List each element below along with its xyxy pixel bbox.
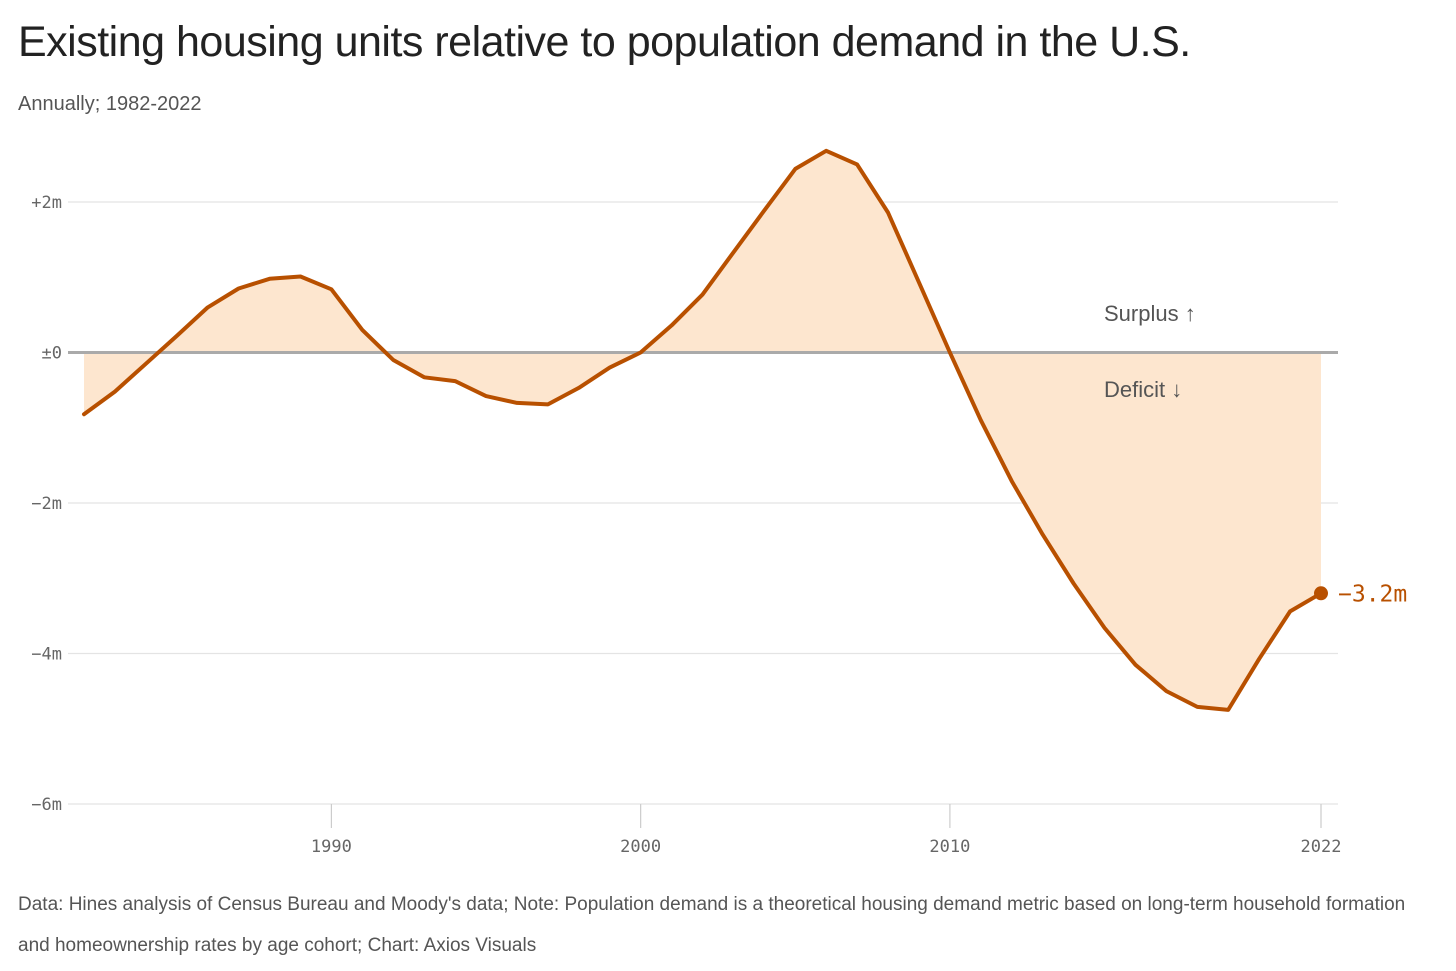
end-point-marker	[1314, 586, 1328, 601]
y-tick-label: +2m	[31, 193, 62, 213]
deficit-annotation: Deficit ↓	[1104, 377, 1182, 402]
chart-footer: Data: Hines analysis of Census Bureau an…	[18, 894, 1406, 956]
y-tick-label: −4m	[31, 645, 62, 665]
y-tick-label: ±0	[42, 344, 62, 364]
housing-chart: +2m ±0 −2m −4m −6m 1990 2000 2010 2022 Surplus …	[31, 148, 1407, 857]
x-tick-label: 2000	[620, 837, 661, 857]
x-axis-ticks: 1990 2000 2010 2022	[311, 804, 1342, 857]
y-tick-label: −2m	[31, 494, 62, 514]
surplus-annotation: Surplus ↑	[1104, 301, 1196, 326]
x-tick-label: 1990	[311, 837, 352, 857]
y-tick-label: −6m	[31, 795, 62, 815]
chart-subtitle: Annually; 1982-2022	[18, 93, 202, 115]
end-value-label: −3.2m	[1338, 581, 1407, 607]
x-tick-label: 2022	[1301, 837, 1342, 857]
y-axis-ticks: +2m ±0 −2m −4m −6m	[31, 193, 62, 815]
series-line	[82, 148, 1323, 712]
x-tick-label: 2010	[929, 837, 970, 857]
deficit-surplus-area	[84, 150, 1321, 710]
chart-title: Existing housing units relative to popul…	[18, 18, 1191, 66]
